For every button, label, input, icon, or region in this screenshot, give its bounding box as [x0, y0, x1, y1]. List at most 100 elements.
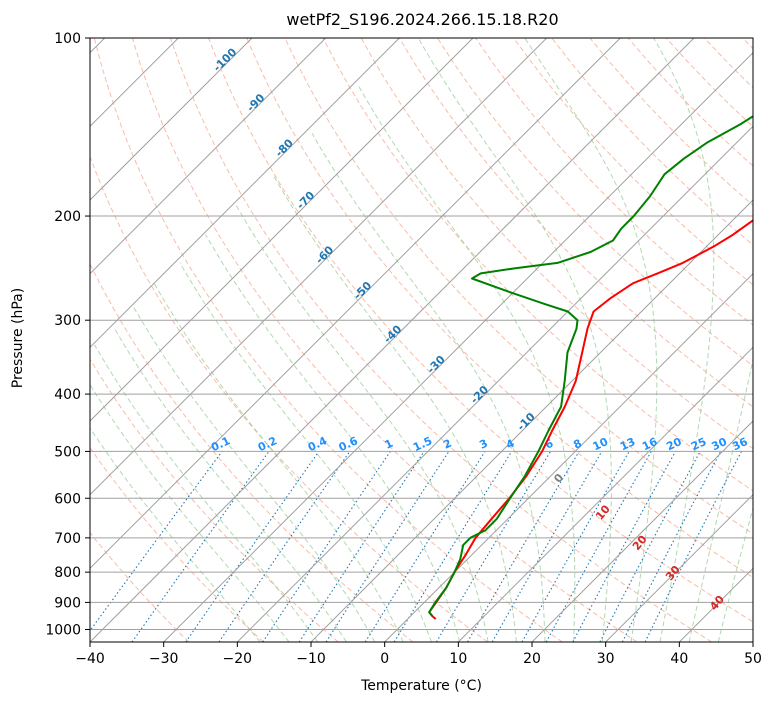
- mixing-ratio-line: [599, 451, 701, 642]
- dry-adiabat-label: -60: [313, 243, 336, 266]
- moist-adiabat-line: [653, 38, 715, 642]
- dry-adiabat-label: -80: [273, 136, 296, 159]
- isotherm-line: [90, 38, 548, 496]
- mixing-ratio-label: 10: [591, 435, 611, 453]
- isotherm-line: [90, 38, 474, 422]
- mixing-ratio-line: [435, 451, 552, 642]
- y-tick-label: 100: [54, 31, 81, 47]
- mixing-ratio-line: [298, 451, 425, 642]
- moist-adiabat-line: [688, 356, 753, 642]
- mixing-ratio-label: 3: [477, 437, 489, 452]
- y-tick-label: 900: [54, 595, 81, 611]
- isotherm-line: [90, 38, 253, 201]
- sounding-series: [428, 115, 753, 620]
- dry-adiabat-line: [589, 38, 753, 206]
- dry-adiabat-label: -50: [351, 279, 374, 302]
- mixing-ratio-label: 16: [640, 435, 660, 453]
- x-tick-label: 30: [597, 651, 615, 667]
- mixing-ratio-label: 20: [664, 435, 684, 453]
- dry-adiabat-label: -70: [294, 189, 317, 212]
- mixing-ratio-line: [185, 451, 320, 642]
- y-tick-label: 300: [54, 313, 81, 329]
- mixing-ratio-line: [325, 451, 450, 642]
- line-labels: -100-90-80-70-60-50-40-30-20-100.1 0.2 0.4…: [209, 45, 750, 613]
- isotherm-line: [310, 199, 753, 642]
- moist-adiabat-label: 20: [630, 533, 650, 553]
- y-tick-label: 1000: [45, 622, 81, 638]
- mixing-ratio-line: [572, 451, 676, 642]
- isotherm-line: [457, 346, 753, 642]
- dry-adiabat-line: [93, 38, 563, 642]
- dry-adiabat-line: [131, 38, 638, 642]
- isotherm-line: [90, 38, 179, 128]
- x-tick-label: 0: [380, 651, 389, 667]
- isotherm-line: [531, 420, 753, 642]
- isotherm-line: [163, 51, 753, 642]
- temperature-line: [428, 219, 753, 620]
- dry-adiabat-line: [90, 446, 264, 642]
- dry-adiabat-line: [742, 38, 753, 50]
- dry-adiabat-line: [90, 155, 488, 642]
- dry-adiabat-label: -100: [211, 45, 240, 74]
- mixing-ratio-label: 25: [689, 435, 708, 453]
- dewpoint-line: [428, 115, 753, 617]
- dry-adiabat-line: [90, 262, 414, 642]
- dry-adiabat-label: -20: [468, 383, 491, 406]
- dry-adiabat-line: [703, 38, 753, 89]
- dry-adiabat-line: [322, 38, 753, 492]
- dry-adiabat-label: -90: [244, 91, 267, 114]
- moist-adiabat-line: [114, 328, 347, 642]
- x-tick-label: −10: [296, 651, 326, 667]
- dry-adiabat-line: [475, 38, 753, 326]
- moist-adiabat-label: 10: [593, 502, 613, 522]
- mixing-ratio-label: 36: [730, 435, 750, 453]
- mixing-ratio-line: [545, 451, 652, 642]
- isotherm-line: [90, 38, 621, 570]
- dry-adiabat-line: [360, 38, 753, 450]
- mixing-ratio-line: [393, 451, 513, 642]
- mixing-ratio-label: 4: [504, 437, 517, 452]
- mixing-ratio-line: [90, 451, 223, 632]
- dry-adiabat-line: [665, 38, 753, 128]
- dry-adiabat-line: [246, 38, 753, 578]
- chart-title: wetPf2_S196.2024.266.15.18.R20: [286, 10, 559, 29]
- y-tick-label: 600: [54, 491, 81, 507]
- moist-adiabat-line: [234, 202, 489, 642]
- isotherm-line: [236, 125, 753, 642]
- x-tick-label: 40: [670, 651, 688, 667]
- mixing-ratio-label: 1: [383, 437, 395, 452]
- moist-adiabat-label: 40: [707, 593, 727, 613]
- x-tick-label: −20: [223, 651, 253, 667]
- y-tick-label: 200: [54, 209, 81, 225]
- dry-adiabat-label: -10: [515, 410, 538, 433]
- moist-adiabat-line: [90, 427, 261, 642]
- y-tick-label: 700: [54, 531, 81, 547]
- x-axis-label: Temperature (°C): [361, 678, 482, 694]
- background-lines: [0, 38, 753, 642]
- moist-adiabat-line: [524, 38, 658, 642]
- y-tick-label: 500: [54, 444, 81, 460]
- mixing-ratio-label: 13: [618, 435, 637, 453]
- dry-adiabat-line: [208, 38, 753, 623]
- mixing-ratio-line: [218, 451, 351, 642]
- dry-adiabat-line: [436, 38, 753, 367]
- x-tick-label: −40: [75, 651, 105, 667]
- moist-adiabat-line: [94, 344, 319, 642]
- mixing-ratio-line: [521, 451, 630, 642]
- isotherm-line: [90, 38, 695, 642]
- moist-adiabat-line: [133, 306, 376, 642]
- isotherm-line: [384, 272, 753, 642]
- x-tick-label: 50: [744, 651, 762, 667]
- mixing-ratio-label: 2: [441, 437, 453, 452]
- isotherm-line: [90, 38, 327, 275]
- dry-adiabat-label: -30: [425, 353, 448, 376]
- x-tick-label: −30: [149, 651, 179, 667]
- moist-adiabat-line: [153, 283, 404, 642]
- dry-adiabat-line: [513, 38, 753, 286]
- moist-adiabat-line: [311, 133, 546, 642]
- mixing-ratio-line: [621, 451, 722, 642]
- plot-frame: [89, 37, 754, 643]
- isotherm-line: [0, 38, 31, 642]
- x-tick-label: 20: [523, 651, 541, 667]
- isotherm-line: [752, 641, 753, 642]
